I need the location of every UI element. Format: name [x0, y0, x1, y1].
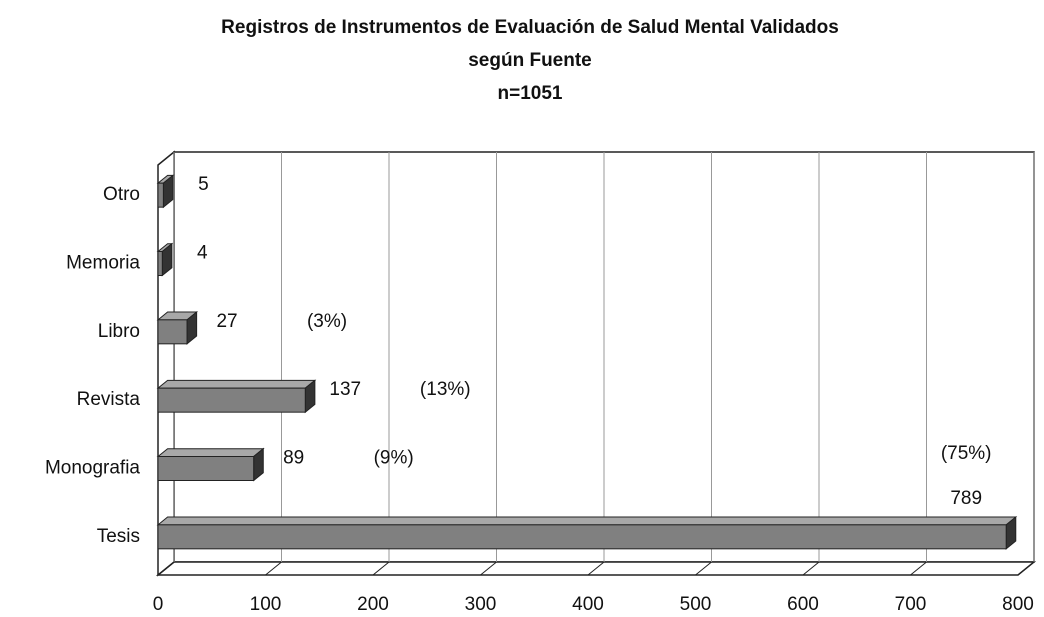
x-tick [372, 561, 390, 576]
bar-top [156, 516, 1018, 526]
value-label: 27 [216, 311, 237, 332]
bar [157, 456, 255, 481]
x-tick [157, 561, 175, 576]
percent-label: (75%) [941, 443, 992, 464]
x-tick [802, 561, 820, 576]
bar [157, 182, 164, 208]
x-tick-label: 600 [787, 594, 819, 615]
y-tick-label: Tesis [97, 526, 140, 547]
x-tick [265, 561, 282, 576]
bar [157, 387, 306, 413]
x-tick-label: 700 [895, 594, 927, 615]
x-tick [587, 561, 605, 576]
bar [157, 319, 188, 345]
x-tick-label: 800 [1002, 594, 1034, 615]
value-label: 5 [198, 174, 209, 195]
bar [157, 251, 163, 276]
x-tick-label: 400 [572, 594, 604, 615]
x-tick-label: 100 [250, 594, 282, 615]
x-tick-label: 0 [153, 594, 164, 615]
y-tick-label: Otro [103, 184, 140, 205]
side-wall [157, 150, 175, 577]
value-label: 89 [283, 448, 304, 469]
percent-label: (3%) [307, 311, 347, 332]
y-tick-label: Memoria [66, 253, 140, 274]
value-label: 137 [329, 379, 361, 400]
chart-note: n=1051 [498, 83, 563, 104]
x-tick-label: 500 [680, 594, 712, 615]
bar-top [156, 448, 265, 457]
x-tick-label: 200 [357, 594, 389, 615]
x-tick [910, 561, 927, 576]
x-tick [480, 561, 497, 576]
percent-label: (13%) [420, 379, 471, 400]
percent-label: (9%) [374, 448, 414, 469]
y-tick-label: Monografia [45, 458, 140, 479]
value-label: 4 [197, 243, 208, 264]
bar [157, 524, 1007, 550]
value-label: 789 [950, 488, 982, 509]
chart-title: Registros de Instrumentos de Evaluación … [221, 17, 839, 38]
x-tick [1017, 561, 1035, 576]
chart-subtitle: según Fuente [468, 50, 592, 71]
y-tick-label: Revista [77, 389, 141, 410]
bar-top [156, 379, 317, 389]
x-tick-label: 300 [465, 594, 497, 615]
x-tick [695, 561, 712, 576]
y-tick-label: Libro [98, 321, 140, 342]
